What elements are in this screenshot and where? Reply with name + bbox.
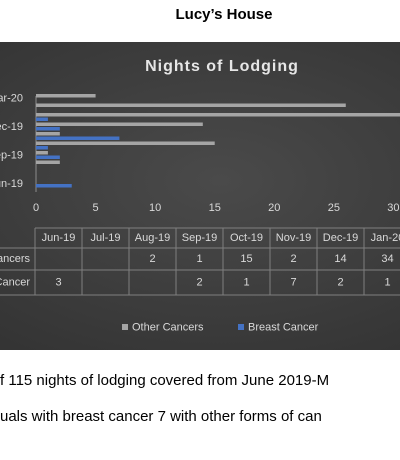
x-tick-label: 20 (268, 202, 280, 214)
y-tick-label: Dec-19 (0, 121, 23, 133)
table-row-label: Breast Cancer (0, 276, 30, 288)
y-tick-label: Sep-19 (0, 149, 23, 161)
legend-label: Other Cancers (132, 321, 204, 333)
bar (36, 184, 72, 188)
bar (36, 94, 96, 98)
table-cell: 1 (243, 276, 249, 288)
x-tick-label: 0 (33, 202, 39, 214)
bar (36, 136, 120, 140)
table-header: Oct-19 (230, 232, 263, 244)
x-tick-label: 10 (149, 202, 161, 214)
table-header: Sep-19 (182, 232, 217, 244)
table-header: Jan-20 (371, 232, 400, 244)
bar (36, 141, 215, 145)
bar (36, 146, 48, 150)
table-row-label: Other Cancers (0, 253, 30, 265)
table-header: Dec-19 (323, 232, 358, 244)
table-cell: 1 (196, 253, 202, 265)
table-cell: 1 (384, 276, 390, 288)
bar (36, 127, 60, 131)
table-cell: 34 (381, 253, 393, 265)
bar (36, 132, 60, 136)
bar (36, 160, 60, 164)
table-header: Nov-19 (276, 232, 311, 244)
x-tick-label: 5 (93, 202, 99, 214)
chart-area (0, 42, 400, 350)
legend-label: Breast Cancer (248, 321, 319, 333)
page-title: Lucy’s House (176, 6, 273, 23)
x-tick-label: 15 (209, 202, 221, 214)
body-line: f 115 nights of lodging covered from Jun… (0, 372, 329, 389)
table-cell: 7 (290, 276, 296, 288)
table-header: Aug-19 (135, 232, 170, 244)
table-cell: 2 (337, 276, 343, 288)
table-cell: 3 (55, 276, 61, 288)
chart-title: Nights of Lodging (145, 58, 299, 75)
table-cell: 15 (240, 253, 252, 265)
bar (36, 117, 48, 121)
bar (36, 113, 400, 117)
table-cell: 2 (196, 276, 202, 288)
legend-swatch (122, 324, 128, 330)
table-cell: 2 (290, 253, 296, 265)
y-tick-label: Jun-19 (0, 178, 23, 190)
table-cell: 14 (334, 253, 346, 265)
y-tick-label: Mar-20 (0, 92, 23, 104)
body-line: uals with breast cancer 7 with other for… (0, 408, 322, 425)
table-cell: 2 (149, 253, 155, 265)
bar (36, 151, 48, 155)
bar (36, 103, 346, 107)
bar (36, 122, 203, 126)
x-tick-label: 30 (387, 202, 399, 214)
table-header: Jun-19 (42, 232, 76, 244)
x-tick-label: 25 (328, 202, 340, 214)
bar (36, 155, 60, 159)
legend-swatch (238, 324, 244, 330)
table-header: Jul-19 (91, 232, 121, 244)
